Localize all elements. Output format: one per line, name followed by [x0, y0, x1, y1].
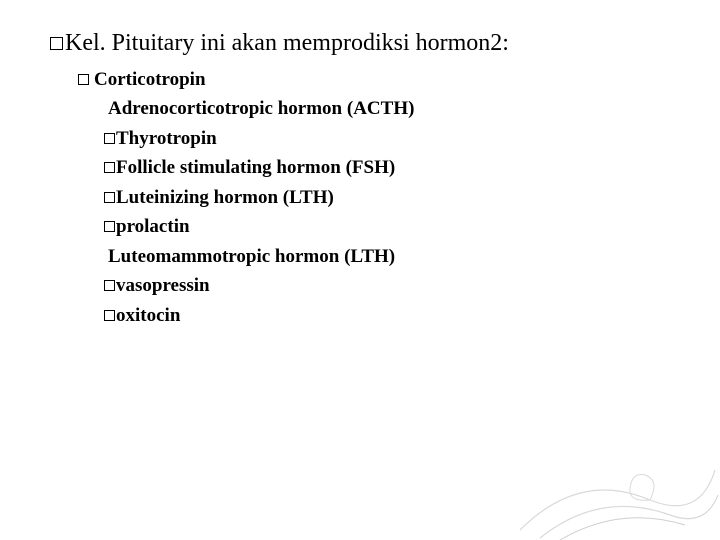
list-item: Adrenocorticotropic hormon (ACTH) — [108, 94, 670, 123]
square-bullet-icon — [104, 310, 115, 321]
list-item: Follicle stimulating hormon (FSH) — [104, 153, 670, 182]
slide-title: Kel. Pituitary ini akan memprodiksi horm… — [65, 30, 509, 56]
list-item: oxitocin — [104, 301, 670, 330]
square-bullet-icon — [104, 162, 115, 173]
square-bullet-icon — [104, 133, 115, 144]
item-label: Adrenocorticotropic hormon (ACTH) — [108, 98, 414, 119]
list-item: Corticotropin — [78, 65, 670, 94]
title-line: Kel. Pituitary ini akan memprodiksi horm… — [50, 30, 670, 57]
square-bullet-icon — [104, 221, 115, 232]
item-label: vasopressin — [116, 275, 210, 296]
square-bullet-icon — [50, 37, 63, 50]
square-bullet-icon — [104, 192, 115, 203]
list-item: prolactin — [104, 212, 670, 241]
item-label: Luteomammotropic hormon (LTH) — [108, 246, 395, 267]
list-item: Thyrotropin — [104, 124, 670, 153]
item-label: prolactin — [116, 216, 190, 237]
item-label: Luteinizing hormon (LTH) — [116, 187, 334, 208]
item-label: Thyrotropin — [116, 128, 217, 149]
list-item: Luteinizing hormon (LTH) — [104, 183, 670, 212]
decorative-swirl-icon — [500, 410, 720, 540]
slide-content: Kel. Pituitary ini akan memprodiksi horm… — [0, 0, 720, 540]
list-item: Luteomammotropic hormon (LTH) — [108, 242, 670, 271]
item-label: oxitocin — [116, 305, 180, 326]
square-bullet-icon — [78, 74, 89, 85]
item-label: Corticotropin — [94, 69, 206, 90]
item-label: Follicle stimulating hormon (FSH) — [116, 157, 395, 178]
list-item: vasopressin — [104, 271, 670, 300]
square-bullet-icon — [104, 280, 115, 291]
